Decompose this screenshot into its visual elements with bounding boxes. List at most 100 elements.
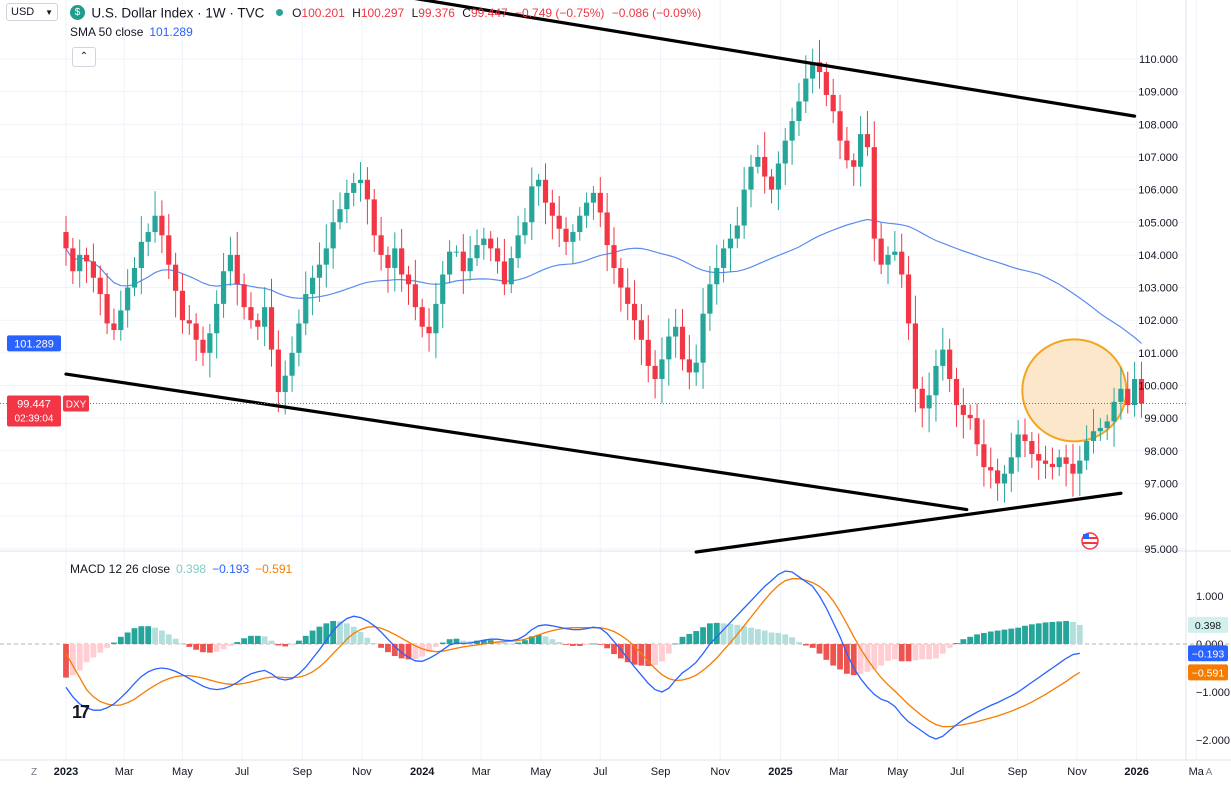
macd-hist-bar: [987, 631, 994, 644]
candle-body: [90, 261, 96, 278]
macd-hist-bar: [597, 644, 604, 645]
macd-hist-bar: [234, 642, 241, 644]
time-tick-label: Mar: [115, 766, 134, 778]
macd-hist-bar: [515, 642, 521, 644]
time-tick-label: May: [172, 766, 193, 778]
candle-body: [494, 248, 501, 262]
candle-body: [310, 277, 316, 295]
candle-body: [768, 176, 775, 190]
legend-macd[interactable]: MACD 12 26 close 0.398 −0.193 −0.591: [70, 562, 292, 576]
macd-hist-bar: [1022, 625, 1028, 644]
support-trendline: [694, 491, 1123, 554]
legend-sma[interactable]: SMA 50 close 101.289: [70, 25, 193, 39]
macd-hist-bar: [570, 644, 576, 646]
drawings-front: [0, 0, 1231, 645]
candle-body: [255, 320, 261, 327]
candle-body: [1104, 421, 1110, 428]
price-tick-label: 107.000: [1138, 152, 1178, 164]
collapse-legend-button[interactable]: ⌃: [72, 47, 96, 67]
sma-price-tag: 101.289: [14, 338, 54, 350]
candle-body: [1008, 457, 1014, 474]
candle-body: [727, 238, 734, 249]
candle-body: [700, 313, 706, 363]
macd-hist-bar: [857, 644, 864, 674]
candle-body: [947, 349, 953, 379]
macd-hist-bar: [159, 630, 165, 644]
macd-hist-bar: [604, 644, 611, 649]
time-tick-label: Mar: [829, 766, 848, 778]
macd-hist-bar: [474, 640, 480, 644]
candle-body: [851, 160, 857, 167]
candle-body: [111, 323, 117, 330]
macd-hist-bar: [433, 644, 439, 647]
macd-line-tag: −0.193: [1192, 648, 1225, 660]
candle-body: [1132, 378, 1138, 406]
candle-body: [131, 267, 138, 288]
macd-hist-bar: [193, 644, 200, 650]
macd-hist-bar: [905, 644, 912, 662]
macd-line-value: −0.193: [212, 562, 250, 576]
candle-body: [577, 215, 583, 233]
candle-body: [440, 274, 446, 304]
macd-hist-bar: [508, 643, 515, 645]
macd-hist-bar: [522, 640, 528, 644]
time-tick-label: 2025: [768, 766, 792, 778]
candle-body: [227, 254, 233, 272]
ohlc-open-key: O: [292, 5, 302, 20]
candle-body: [570, 232, 576, 242]
candle-body: [262, 307, 268, 327]
candle-body: [631, 303, 638, 321]
macd-hist-bar: [994, 630, 1001, 644]
macd-hist-bar: [638, 644, 645, 666]
candle-body: [899, 251, 905, 275]
candle-body: [1125, 388, 1131, 406]
macd-hist-bar: [76, 644, 83, 671]
macd-hist-value: 0.398: [176, 562, 207, 576]
candle-body: [508, 258, 514, 285]
candle-body: [296, 323, 302, 353]
macd-hist-bar: [700, 627, 706, 644]
macd-hist-bar: [378, 644, 384, 648]
macd-hist-bar: [576, 644, 583, 646]
macd-hist-bar: [337, 621, 343, 644]
macd-hist-bar: [405, 644, 412, 660]
candle-body: [467, 258, 473, 272]
macd-hist-bar: [419, 644, 426, 657]
macd-hist-bar: [933, 644, 939, 659]
macd-hist-bar: [549, 639, 556, 644]
macd-hist-bar: [659, 644, 665, 662]
macd-hist-bar: [104, 644, 110, 648]
candle-body: [789, 121, 795, 141]
macd-label: MACD 12 26 close: [70, 562, 171, 576]
macd-hist-bar: [350, 626, 357, 644]
candle-body: [645, 339, 651, 366]
macd-hist-bar: [241, 638, 247, 644]
candle-body: [1022, 434, 1028, 442]
currency-button[interactable]: USD ▼: [6, 3, 58, 21]
time-tick-label: Jul: [593, 766, 607, 778]
symbol-title[interactable]: U.S. Dollar Index · 1W · TVC: [91, 5, 265, 21]
macd-hist-bar: [1028, 624, 1035, 644]
candle-body: [995, 470, 1001, 484]
candle-body: [666, 336, 672, 360]
candle-body: [618, 267, 624, 288]
candle-body: [721, 248, 727, 268]
macd-hist-bar: [556, 642, 563, 644]
macd-hist-bar: [864, 644, 871, 672]
candle-body: [1084, 441, 1090, 461]
macd-hist-bar: [186, 644, 193, 647]
price-tick-label: 105.000: [1138, 217, 1178, 229]
sma50-line: [65, 218, 1142, 344]
candle-body: [1036, 454, 1042, 461]
price-tick-label: 103.000: [1138, 283, 1178, 295]
candle-body: [590, 192, 597, 203]
macd-hist-bar: [686, 633, 693, 644]
macd-hist-bar: [611, 644, 617, 655]
time-tick-label: Sep: [1008, 766, 1028, 778]
macd-hist-bar: [439, 642, 446, 644]
candle-body: [1029, 441, 1035, 455]
candle-body: [816, 62, 823, 73]
candle-body: [625, 287, 631, 304]
macd-hist-bar: [974, 634, 980, 644]
